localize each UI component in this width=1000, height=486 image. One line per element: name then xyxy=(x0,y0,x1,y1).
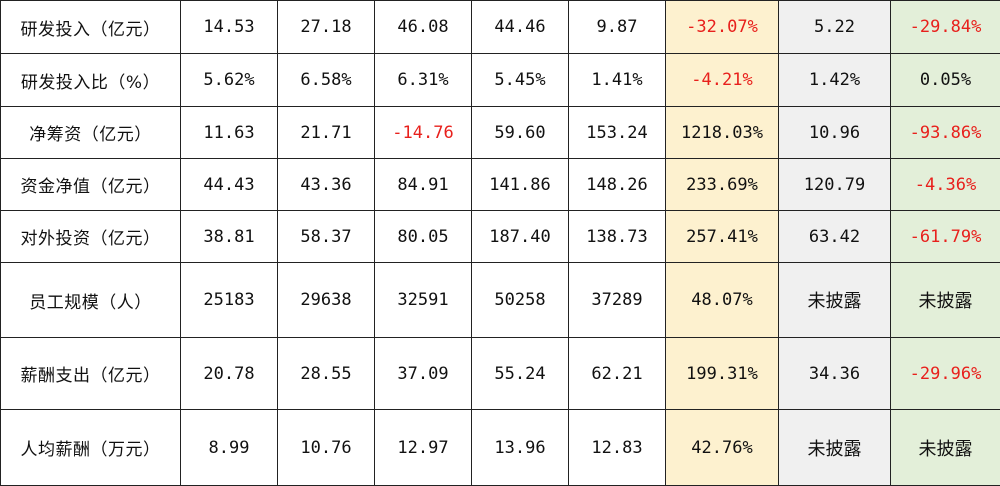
table-cell-growth: 199.31% xyxy=(666,338,779,410)
table-cell: 5.45% xyxy=(472,54,569,107)
table-row: 人均薪酬（万元） 8.99 10.76 12.97 13.96 12.83 42… xyxy=(1,410,1000,486)
table-cell: 25183 xyxy=(181,263,278,338)
table-row: 对外投资（亿元） 38.81 58.37 80.05 187.40 138.73… xyxy=(1,211,1000,263)
table-cell-recent: 未披露 xyxy=(779,410,891,486)
table-cell: 50258 xyxy=(472,263,569,338)
table-cell: 32591 xyxy=(375,263,472,338)
table-cell: 29638 xyxy=(278,263,375,338)
table-cell-growth: -4.21% xyxy=(666,54,779,107)
row-label: 人均薪酬（万元） xyxy=(1,410,181,486)
table-cell: 9.87 xyxy=(569,1,666,54)
table-cell: 84.91 xyxy=(375,159,472,211)
table-cell-recent: 63.42 xyxy=(779,211,891,263)
table-cell-growth: 257.41% xyxy=(666,211,779,263)
table-cell-growth: 42.76% xyxy=(666,410,779,486)
table-row: 薪酬支出（亿元） 20.78 28.55 37.09 55.24 62.21 1… xyxy=(1,338,1000,410)
table-cell: 6.58% xyxy=(278,54,375,107)
row-label: 研发投入（亿元） xyxy=(1,1,181,54)
table-cell-change: 0.05% xyxy=(891,54,1000,107)
table-cell-recent: 120.79 xyxy=(779,159,891,211)
table-cell-growth: 1218.03% xyxy=(666,107,779,159)
table-cell: 14.53 xyxy=(181,1,278,54)
table-cell: 138.73 xyxy=(569,211,666,263)
row-label: 净筹资（亿元） xyxy=(1,107,181,159)
table-cell: 46.08 xyxy=(375,1,472,54)
table-row: 研发投入比（%） 5.62% 6.58% 6.31% 5.45% 1.41% -… xyxy=(1,54,1000,107)
table-cell: 1.41% xyxy=(569,54,666,107)
table-cell: 148.26 xyxy=(569,159,666,211)
row-label: 资金净值（亿元） xyxy=(1,159,181,211)
table-cell: 20.78 xyxy=(181,338,278,410)
row-label: 薪酬支出（亿元） xyxy=(1,338,181,410)
table-cell: 11.63 xyxy=(181,107,278,159)
table-cell: 59.60 xyxy=(472,107,569,159)
table-cell: 5.62% xyxy=(181,54,278,107)
table-row: 资金净值（亿元） 44.43 43.36 84.91 141.86 148.26… xyxy=(1,159,1000,211)
table-cell: 44.43 xyxy=(181,159,278,211)
table-cell: 13.96 xyxy=(472,410,569,486)
table-cell: 44.46 xyxy=(472,1,569,54)
table-cell: 38.81 xyxy=(181,211,278,263)
row-label: 对外投资（亿元） xyxy=(1,211,181,263)
table-cell: 12.97 xyxy=(375,410,472,486)
table-cell: 10.76 xyxy=(278,410,375,486)
table-cell: 141.86 xyxy=(472,159,569,211)
table-cell: 37289 xyxy=(569,263,666,338)
table-cell-change: -29.84% xyxy=(891,1,1000,54)
table-cell: 28.55 xyxy=(278,338,375,410)
table-cell: 62.21 xyxy=(569,338,666,410)
table-cell-growth: -32.07% xyxy=(666,1,779,54)
table-cell: 153.24 xyxy=(569,107,666,159)
table-cell-change: 未披露 xyxy=(891,410,1000,486)
table-cell-change: -29.96% xyxy=(891,338,1000,410)
table-cell: -14.76 xyxy=(375,107,472,159)
table-cell: 43.36 xyxy=(278,159,375,211)
table-cell-recent: 10.96 xyxy=(779,107,891,159)
table-cell: 8.99 xyxy=(181,410,278,486)
table-cell-change: -4.36% xyxy=(891,159,1000,211)
table-cell-change: 未披露 xyxy=(891,263,1000,338)
table-cell: 80.05 xyxy=(375,211,472,263)
table-cell: 37.09 xyxy=(375,338,472,410)
row-label: 研发投入比（%） xyxy=(1,54,181,107)
table-cell-change: -61.79% xyxy=(891,211,1000,263)
table-cell: 58.37 xyxy=(278,211,375,263)
table-cell-recent: 未披露 xyxy=(779,263,891,338)
table-cell-recent: 5.22 xyxy=(779,1,891,54)
row-label: 员工规模（人） xyxy=(1,263,181,338)
table-cell: 187.40 xyxy=(472,211,569,263)
table-row: 研发投入（亿元） 14.53 27.18 46.08 44.46 9.87 -3… xyxy=(1,1,1000,54)
table-cell-growth: 48.07% xyxy=(666,263,779,338)
table-row: 员工规模（人） 25183 29638 32591 50258 37289 48… xyxy=(1,263,1000,338)
table-cell: 21.71 xyxy=(278,107,375,159)
table-cell-recent: 1.42% xyxy=(779,54,891,107)
table-cell-growth: 233.69% xyxy=(666,159,779,211)
table-cell-change: -93.86% xyxy=(891,107,1000,159)
table-row: 净筹资（亿元） 11.63 21.71 -14.76 59.60 153.24 … xyxy=(1,107,1000,159)
table-cell: 27.18 xyxy=(278,1,375,54)
table-cell-recent: 34.36 xyxy=(779,338,891,410)
table-cell: 55.24 xyxy=(472,338,569,410)
table-cell: 6.31% xyxy=(375,54,472,107)
table-cell: 12.83 xyxy=(569,410,666,486)
